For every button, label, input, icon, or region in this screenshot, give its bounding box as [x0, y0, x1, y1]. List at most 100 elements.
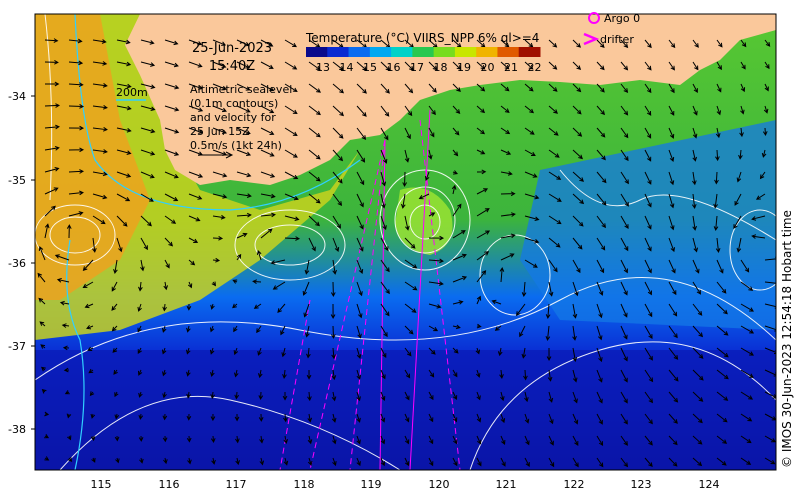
velocity-arrow [68, 147, 85, 153]
velocity-arrow [116, 127, 132, 133]
velocity-arrow [428, 127, 435, 138]
velocity-arrow [547, 369, 553, 382]
velocity-arrow [44, 81, 60, 87]
velocity-arrow [212, 214, 226, 220]
velocity-arrow [740, 61, 746, 70]
velocity-arrow [307, 413, 313, 423]
velocity-arrow [476, 61, 486, 70]
velocity-arrow [331, 413, 337, 423]
velocity-arrow [404, 413, 410, 423]
velocity-arrow [280, 325, 286, 336]
velocity-arrow [211, 281, 216, 287]
velocity-arrow [476, 369, 481, 378]
velocity-arrow [476, 391, 481, 401]
velocity-arrow [715, 149, 720, 162]
velocity-arrow [739, 127, 744, 138]
velocity-arrow [260, 149, 275, 157]
velocity-arrow [404, 303, 417, 313]
velocity-arrow [186, 325, 191, 333]
velocity-arrow [548, 149, 560, 158]
velocity-arrow [476, 83, 486, 92]
velocity-arrow [260, 83, 275, 92]
velocity-arrow [692, 369, 704, 381]
velocity-arrow [716, 413, 728, 423]
velocity-arrow [524, 215, 540, 222]
velocity-arrow [188, 127, 204, 134]
velocity-arrow [451, 184, 457, 195]
velocity-arrow [82, 259, 94, 272]
velocity-arrow [37, 272, 46, 283]
velocity-arrow [668, 281, 677, 296]
velocity-arrow [404, 149, 410, 163]
velocity-arrow [500, 435, 506, 445]
velocity-arrow [452, 105, 461, 114]
colorbar-tick-label: 20 [481, 61, 495, 74]
velocity-arrow [162, 391, 167, 399]
velocity-arrow [400, 193, 406, 209]
velocity-arrow [764, 61, 770, 70]
velocity-arrow [209, 325, 215, 333]
velocity-arrow [644, 303, 653, 318]
velocity-arrow [212, 83, 227, 91]
velocity-arrow [596, 127, 606, 138]
velocity-arrow [716, 369, 729, 380]
velocity-arrow [524, 457, 530, 467]
velocity-arrow [716, 457, 727, 466]
velocity-arrow [668, 215, 675, 231]
velocity-arrow [356, 149, 366, 163]
cool-eastern-water [520, 120, 776, 330]
velocity-arrow [44, 411, 50, 417]
lat-label: -37 [8, 340, 26, 353]
velocity-arrow [692, 413, 703, 424]
velocity-arrow [524, 259, 538, 268]
velocity-arrow [257, 347, 262, 356]
velocity-arrow [140, 193, 154, 202]
velocity-arrow [380, 149, 388, 164]
velocity-arrow [515, 303, 526, 317]
velocity-arrow [140, 83, 156, 89]
velocity-arrow [596, 39, 605, 48]
velocity-arrow [668, 193, 675, 209]
velocity-arrow [452, 149, 459, 157]
velocity-arrow [404, 83, 414, 94]
velocity-arrow [188, 39, 203, 46]
velocity-arrow [164, 215, 177, 224]
velocity-arrow [716, 259, 724, 274]
velocity-arrow [308, 171, 321, 182]
velocity-arrow [234, 413, 240, 422]
velocity-arrow [44, 456, 50, 461]
velocity-arrow [452, 300, 464, 305]
velocity-arrow [188, 105, 204, 112]
velocity-arrow [308, 215, 320, 227]
velocity-arrow [302, 281, 310, 296]
velocity-arrow [114, 435, 120, 442]
velocity-arrow [596, 193, 607, 206]
velocity-arrow [716, 347, 729, 358]
lon-label: 124 [699, 478, 720, 491]
velocity-arrow [112, 347, 118, 353]
velocity-arrow [428, 391, 434, 401]
velocity-arrow [548, 435, 554, 446]
velocity-arrow [620, 127, 629, 139]
velocity-arrow [524, 171, 538, 178]
velocity-arrow [497, 347, 503, 357]
velocity-arrow [476, 270, 487, 283]
velocity-arrow [162, 435, 168, 443]
velocity-arrow [116, 193, 131, 202]
velocity-arrow [764, 256, 776, 262]
description-block: Altimetric sealevel (0.1m contours) and … [190, 83, 292, 159]
velocity-arrow [692, 215, 697, 231]
velocity-arrow [140, 215, 152, 227]
colorbar-tick-label: 13 [316, 61, 330, 74]
velocity-arrow [668, 457, 678, 467]
velocity-arrow [111, 325, 118, 332]
velocity-arrow [644, 39, 652, 49]
lon-label: 119 [361, 478, 382, 491]
velocity-arrow [452, 457, 458, 467]
velocity-arrow [428, 457, 434, 467]
velocity-arrow [138, 281, 143, 292]
velocity-arrow [210, 369, 215, 377]
isobath-200m [66, 14, 361, 470]
velocity-arrow [524, 413, 530, 424]
velocity-arrow [644, 193, 652, 208]
